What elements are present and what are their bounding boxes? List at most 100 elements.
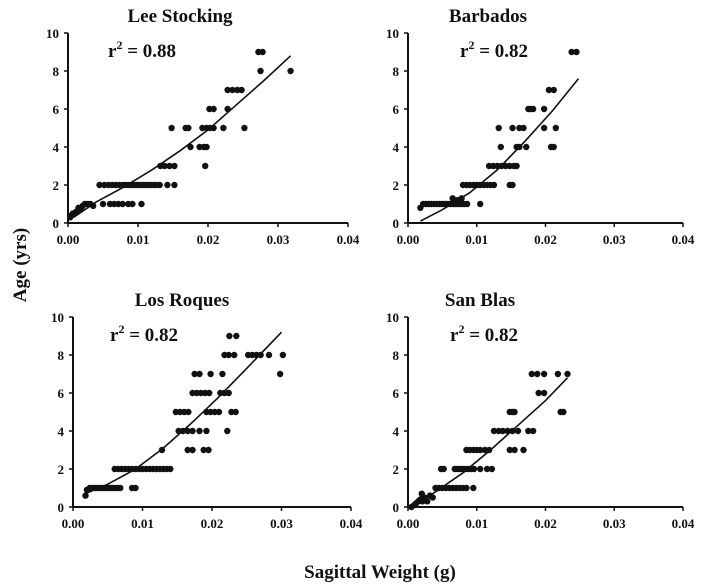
data-point bbox=[171, 181, 178, 189]
data-point bbox=[138, 200, 145, 208]
data-point bbox=[540, 105, 548, 113]
panel-title: Lee Stocking bbox=[127, 6, 233, 27]
y-tick-label: 8 bbox=[53, 64, 60, 79]
data-point bbox=[166, 162, 173, 170]
data-point bbox=[545, 86, 553, 94]
data-point bbox=[490, 427, 498, 435]
data-point bbox=[206, 389, 213, 397]
data-point bbox=[449, 195, 456, 202]
data-point bbox=[509, 181, 516, 189]
y-tick-label: 6 bbox=[393, 102, 400, 117]
y-tick-label: 6 bbox=[58, 386, 65, 401]
data-point bbox=[540, 389, 548, 397]
x-tick-label: 0.04 bbox=[672, 232, 695, 247]
y-tick-label: 4 bbox=[58, 424, 65, 439]
data-point bbox=[200, 446, 207, 454]
data-point bbox=[424, 498, 431, 505]
data-point bbox=[161, 162, 168, 170]
data-point bbox=[535, 389, 542, 397]
data-point bbox=[540, 370, 548, 378]
panel-title: Barbados bbox=[449, 6, 527, 27]
y-tick-label: 0 bbox=[53, 216, 60, 231]
y-tick-label: 10 bbox=[46, 26, 59, 41]
data-point bbox=[231, 351, 238, 359]
y-axis-label: Age (yrs) bbox=[10, 228, 31, 302]
data-point bbox=[171, 162, 178, 170]
x-tick-label: 0.00 bbox=[397, 232, 420, 247]
data-point bbox=[440, 465, 447, 473]
data-point bbox=[552, 124, 560, 132]
data-point bbox=[184, 427, 191, 435]
x-tick-label: 0.01 bbox=[465, 232, 488, 247]
data-point bbox=[476, 200, 484, 208]
data-point bbox=[529, 427, 537, 435]
y-tick-label: 8 bbox=[393, 64, 400, 79]
data-point bbox=[185, 124, 192, 132]
data-point bbox=[520, 124, 527, 132]
data-point bbox=[276, 370, 284, 378]
data-point bbox=[476, 446, 484, 454]
data-point bbox=[495, 124, 502, 132]
y-tick-label: 2 bbox=[58, 462, 65, 477]
data-point bbox=[156, 181, 163, 189]
y-tick-label: 10 bbox=[386, 310, 399, 325]
data-point bbox=[168, 124, 175, 132]
data-point bbox=[488, 465, 496, 473]
y-tick-label: 2 bbox=[393, 178, 400, 193]
data-point bbox=[229, 86, 236, 94]
x-tick-label: 0.01 bbox=[127, 232, 150, 247]
data-point bbox=[202, 162, 209, 170]
x-tick-label: 0.00 bbox=[57, 232, 80, 247]
data-point bbox=[129, 200, 136, 208]
fit-curve bbox=[73, 55, 292, 218]
data-point bbox=[497, 143, 505, 151]
y-tick-label: 8 bbox=[393, 348, 400, 363]
x-tick-label: 0.00 bbox=[62, 516, 85, 531]
data-point bbox=[511, 446, 518, 454]
y-tick-label: 4 bbox=[393, 424, 400, 439]
data-point bbox=[132, 484, 139, 492]
data-point bbox=[534, 370, 541, 378]
data-point bbox=[196, 427, 203, 435]
data-point bbox=[573, 48, 580, 56]
data-point bbox=[514, 427, 522, 435]
y-tick-label: 8 bbox=[58, 348, 65, 363]
data-point bbox=[203, 427, 210, 435]
data-point bbox=[117, 484, 124, 492]
data-point bbox=[463, 200, 471, 208]
fit-curve bbox=[410, 377, 569, 508]
x-tick-label: 0.02 bbox=[534, 232, 557, 247]
data-point bbox=[191, 370, 198, 378]
data-point bbox=[528, 370, 535, 378]
chart-panel-4: 0 2 4 6 8 10 0.00 0.01 0.02 0.03 0.04 San Blas r2 = … bbox=[386, 290, 695, 531]
y-tick-label: 4 bbox=[393, 140, 400, 155]
data-point bbox=[418, 490, 425, 497]
y-tick-label: 10 bbox=[386, 26, 399, 41]
data-point bbox=[513, 162, 520, 170]
data-point bbox=[470, 484, 477, 492]
data-point bbox=[560, 408, 567, 416]
data-point bbox=[527, 105, 534, 113]
data-point bbox=[463, 484, 470, 492]
data-point bbox=[185, 408, 192, 416]
x-tick-label: 0.02 bbox=[197, 232, 220, 247]
data-point bbox=[265, 351, 273, 359]
data-point bbox=[511, 408, 518, 416]
data-point bbox=[225, 351, 232, 359]
data-point bbox=[189, 446, 196, 454]
x-axis-label: Sagittal Weight (g) bbox=[304, 562, 456, 583]
data-point bbox=[224, 86, 231, 94]
x-tick-label: 0.04 bbox=[672, 516, 695, 531]
data-point bbox=[470, 465, 478, 473]
data-point bbox=[483, 465, 491, 473]
y-tick-label: 0 bbox=[393, 216, 400, 231]
data-point bbox=[232, 408, 239, 416]
data-point bbox=[509, 124, 516, 132]
y-tick-label: 0 bbox=[58, 500, 65, 515]
chart-panel-2: 0 2 4 6 8 10 0.00 0.01 0.02 0.03 0.04 Barbados r2 = … bbox=[386, 6, 695, 247]
data-point bbox=[220, 124, 227, 132]
data-point bbox=[238, 86, 245, 94]
data-point bbox=[196, 370, 203, 378]
x-tick-label: 0.02 bbox=[201, 516, 224, 531]
